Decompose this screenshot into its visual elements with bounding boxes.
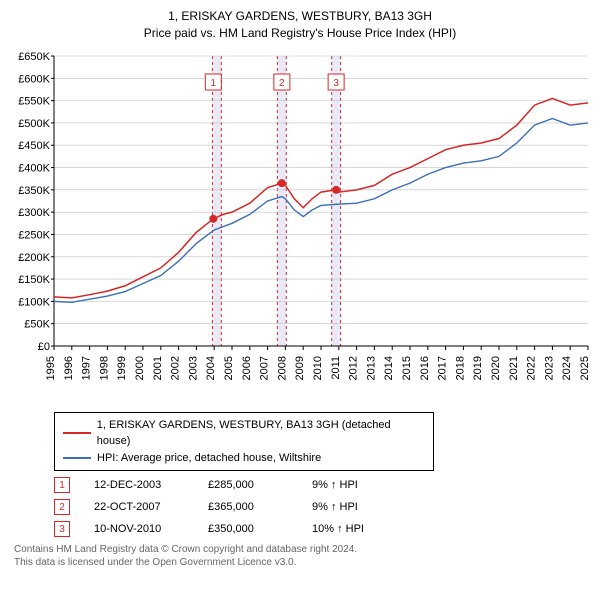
line-chart: £0 £50K £100K £150K £200K £250K £300K £350K £400…: [6, 46, 594, 406]
legend-swatch: [63, 457, 91, 459]
svg-text:2015: 2015: [401, 356, 413, 380]
svg-text:£450K: £450K: [18, 140, 50, 152]
svg-text:2025: 2025: [579, 356, 591, 380]
svg-text:2008: 2008: [276, 356, 288, 380]
event-hpi-delta: 9% ↑ HPI: [312, 479, 392, 491]
svg-text:2021: 2021: [508, 356, 520, 380]
legend-swatch: [63, 432, 91, 434]
footer-attribution: Contains HM Land Registry data © Crown c…: [14, 543, 586, 569]
footer-line2: This data is licensed under the Open Gov…: [14, 556, 586, 569]
sale-event-row: 3 10-NOV-2010 £350,000 10% ↑ HPI: [54, 521, 586, 537]
svg-text:2023: 2023: [543, 356, 555, 380]
svg-text:2001: 2001: [152, 356, 164, 380]
svg-text:£550K: £550K: [18, 95, 50, 107]
sale-event-row: 1 12-DEC-2003 £285,000 9% ↑ HPI: [54, 477, 586, 493]
svg-text:1999: 1999: [116, 356, 128, 380]
svg-text:2022: 2022: [526, 356, 538, 380]
svg-text:£200K: £200K: [18, 251, 50, 263]
event-price: £365,000: [208, 501, 288, 513]
svg-text:2003: 2003: [187, 356, 199, 380]
event-marker: 3: [54, 521, 70, 537]
chart-area: £0 £50K £100K £150K £200K £250K £300K £350K £400…: [6, 46, 594, 406]
event-date: 10-NOV-2010: [94, 523, 184, 535]
footer-line1: Contains HM Land Registry data © Crown c…: [14, 543, 586, 556]
svg-text:2: 2: [279, 78, 285, 89]
root: 1, ERISKAY GARDENS, WESTBURY, BA13 3GH P…: [0, 0, 600, 573]
svg-text:£400K: £400K: [18, 162, 50, 174]
svg-text:2002: 2002: [170, 356, 182, 380]
svg-text:1: 1: [211, 78, 217, 89]
legend: 1, ERISKAY GARDENS, WESTBURY, BA13 3GH (…: [54, 412, 434, 472]
svg-text:2007: 2007: [259, 356, 271, 380]
svg-text:2011: 2011: [330, 356, 342, 380]
svg-text:£650K: £650K: [18, 51, 50, 63]
event-marker: 1: [54, 477, 70, 493]
event-marker: 2: [54, 499, 70, 515]
event-hpi-delta: 10% ↑ HPI: [312, 523, 392, 535]
event-date: 22-OCT-2007: [94, 501, 184, 513]
svg-text:2000: 2000: [134, 356, 146, 380]
svg-text:2020: 2020: [490, 356, 502, 380]
svg-text:1998: 1998: [98, 356, 110, 380]
event-price: £285,000: [208, 479, 288, 491]
svg-text:£250K: £250K: [18, 229, 50, 241]
legend-item: HPI: Average price, detached house, Wilt…: [63, 450, 425, 467]
svg-text:2004: 2004: [205, 356, 217, 380]
svg-text:2024: 2024: [561, 356, 573, 380]
sale-events: 1 12-DEC-2003 £285,000 9% ↑ HPI 2 22-OCT-2007…: [54, 477, 586, 537]
legend-label: HPI: Average price, detached house, Wilt…: [97, 450, 321, 467]
chart-title-block: 1, ERISKAY GARDENS, WESTBURY, BA13 3GH P…: [6, 8, 594, 42]
event-price: £350,000: [208, 523, 288, 535]
sale-event-row: 2 22-OCT-2007 £365,000 9% ↑ HPI: [54, 499, 586, 515]
svg-text:£350K: £350K: [18, 184, 50, 196]
title-line1: 1, ERISKAY GARDENS, WESTBURY, BA13 3GH: [6, 8, 594, 25]
svg-text:2013: 2013: [365, 356, 377, 380]
svg-text:2005: 2005: [223, 356, 235, 380]
svg-text:2016: 2016: [419, 356, 431, 380]
svg-text:2017: 2017: [437, 356, 449, 380]
svg-text:£0: £0: [38, 341, 50, 353]
svg-text:£600K: £600K: [18, 73, 50, 85]
svg-text:£150K: £150K: [18, 274, 50, 286]
legend-item: 1, ERISKAY GARDENS, WESTBURY, BA13 3GH (…: [63, 417, 425, 450]
event-date: 12-DEC-2003: [94, 479, 184, 491]
legend-label: 1, ERISKAY GARDENS, WESTBURY, BA13 3GH (…: [97, 417, 425, 450]
svg-text:2012: 2012: [348, 356, 360, 380]
svg-text:£50K: £50K: [24, 318, 50, 330]
svg-text:2009: 2009: [294, 356, 306, 380]
svg-text:2010: 2010: [312, 356, 324, 380]
svg-text:2006: 2006: [241, 356, 253, 380]
svg-text:2018: 2018: [454, 356, 466, 380]
event-hpi-delta: 9% ↑ HPI: [312, 501, 392, 513]
svg-text:£100K: £100K: [18, 296, 50, 308]
svg-text:1995: 1995: [45, 356, 57, 380]
svg-text:3: 3: [333, 78, 339, 89]
title-line2: Price paid vs. HM Land Registry's House …: [6, 25, 594, 42]
svg-text:2014: 2014: [383, 356, 395, 380]
svg-text:1997: 1997: [81, 356, 93, 380]
svg-text:£300K: £300K: [18, 207, 50, 219]
svg-text:1996: 1996: [63, 356, 75, 380]
svg-text:£500K: £500K: [18, 118, 50, 130]
svg-text:2019: 2019: [472, 356, 484, 380]
